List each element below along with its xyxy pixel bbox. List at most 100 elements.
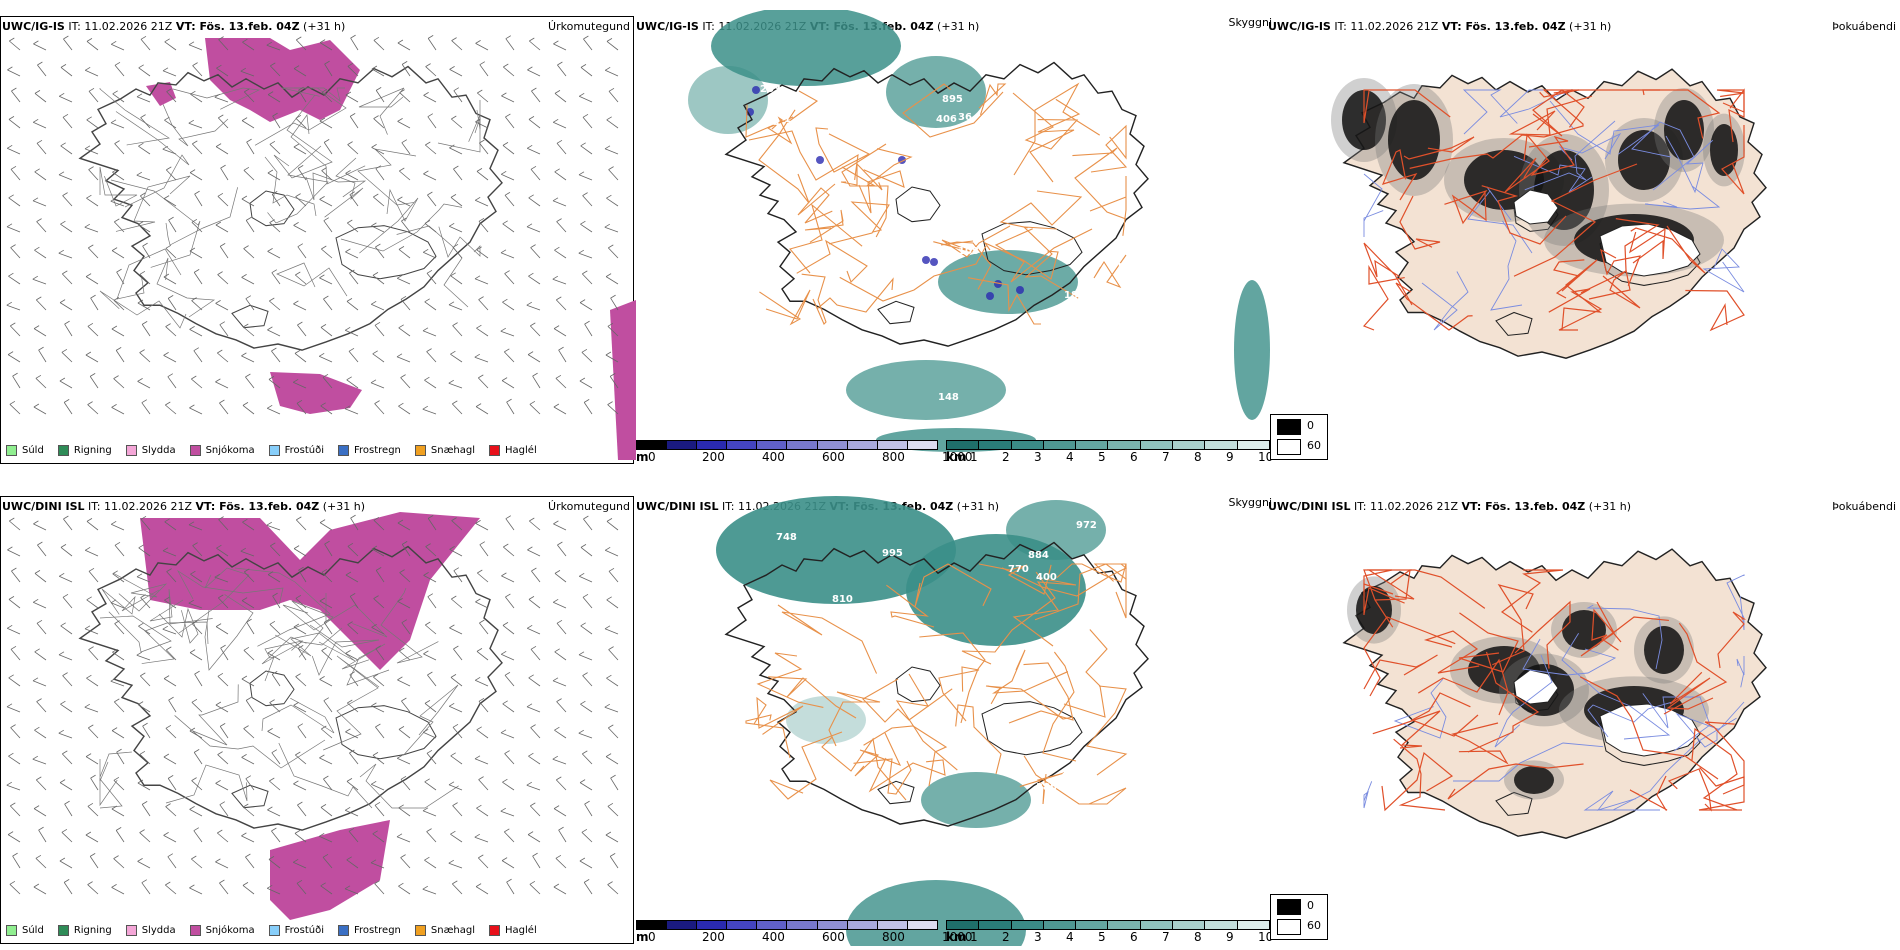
key-swatch-white — [1277, 919, 1301, 935]
legend-swatch — [268, 444, 280, 456]
legend-item: Súld — [6, 444, 44, 456]
visibility-panel-title: Skyggni — [1228, 16, 1272, 29]
legend-label: Slydda — [141, 924, 176, 936]
init-time: IT: 11.02.2026 21Z — [68, 20, 176, 33]
model-run-header: UWC/DINI ISL IT: 11.02.2026 21Z VT: Fös.… — [2, 500, 365, 514]
legend-label: Slydda — [141, 444, 176, 456]
legend-item: Frostúði — [268, 924, 324, 936]
legend-swatch — [489, 924, 501, 936]
colorbar-segment — [787, 441, 818, 449]
visibility-tick: 4 — [1066, 450, 1074, 464]
legend-swatch — [6, 444, 17, 456]
colorbar-segment — [979, 921, 1012, 929]
visibility-tick: 7 — [1162, 930, 1170, 944]
fog-indicator-panel: UWC/IG-IS IT: 11.02.2026 21Z VT: Fös. 13… — [1268, 10, 1900, 466]
ceiling-label: 995 — [882, 548, 903, 559]
ceiling-label: 748 — [776, 532, 797, 543]
ceiling-label: 36 — [958, 112, 972, 123]
legend-item: Rigning — [57, 444, 112, 456]
key-swatch-black — [1277, 419, 1301, 435]
legend-swatch — [57, 924, 69, 936]
ceiling-label: 209 — [1094, 284, 1115, 295]
precip-type-panel: UWC/DINI ISL IT: 11.02.2026 21Z VT: Fös.… — [0, 490, 636, 946]
colorbar-segment — [817, 441, 848, 449]
visibility-tick: 1 — [970, 450, 978, 464]
colorbar-segment — [787, 921, 818, 929]
legend-swatch — [414, 924, 426, 936]
colorbar-segment — [1205, 441, 1238, 449]
legend-item: Rigning — [57, 924, 112, 936]
key-swatch-black — [1277, 899, 1301, 915]
ceiling-label: 810 — [832, 594, 853, 605]
colorbar-segment — [757, 441, 788, 449]
legend-swatch — [268, 924, 280, 936]
legend-swatch — [489, 444, 501, 456]
lead-time: (+31 h) — [953, 500, 1000, 513]
legend-swatch — [338, 444, 349, 456]
ceiling-tick: 400 — [762, 930, 785, 944]
model-run-header: UWC/IG-IS IT: 11.02.2026 21Z VT: Fös. 13… — [2, 20, 345, 34]
precip-type-panel: UWC/IG-IS IT: 11.02.2026 21Z VT: Fös. 13… — [0, 10, 636, 466]
model-name: UWC/IG-IS — [636, 20, 699, 33]
visibility-tick: 8 — [1194, 450, 1202, 464]
lead-time: (+31 h) — [1565, 20, 1612, 33]
fog-indicator-panel: UWC/DINI ISL IT: 11.02.2026 21Z VT: Fös.… — [1268, 490, 1900, 946]
colorbar-segment — [947, 921, 980, 929]
ceiling-label: 972 — [1076, 520, 1097, 531]
colorbar-segment — [1011, 921, 1044, 929]
ceiling-label: 386 — [1036, 782, 1057, 793]
ceiling-label: 172 — [1116, 262, 1137, 273]
legend-label: Frostregn — [354, 444, 401, 456]
visibility-tick: 3 — [1034, 450, 1042, 464]
colorbar-segment — [637, 441, 668, 449]
colorbar-segment — [1043, 441, 1077, 449]
legend-item: Slydda — [125, 924, 176, 936]
lead-time: (+31 h) — [1585, 500, 1632, 513]
colorbar-segment — [947, 441, 980, 449]
legend-swatch — [189, 444, 201, 456]
legend-swatch — [189, 924, 201, 936]
ceiling-label: 186 — [1064, 290, 1085, 301]
legend-item: Frostregn — [338, 924, 401, 936]
model-name: UWC/DINI ISL — [2, 500, 85, 513]
ceiling-label: 895 — [942, 94, 963, 105]
colorbar-segment — [1205, 921, 1238, 929]
legend-item: Súld — [6, 924, 44, 936]
colorbar-segment — [667, 921, 698, 929]
key-label-bottom: 60 — [1307, 919, 1321, 932]
colorbar-segment — [1237, 441, 1269, 449]
colorbar-segment — [877, 441, 908, 449]
init-time: IT: 11.02.2026 21Z — [1334, 20, 1442, 33]
ceiling-label: 406 — [936, 114, 957, 125]
colorbar-segment — [1140, 441, 1174, 449]
visibility-tick: 2 — [1002, 450, 1010, 464]
colorbar-segment — [1076, 921, 1109, 929]
ceiling-label: 108 — [958, 246, 979, 257]
ceiling-tick: 0 — [648, 450, 656, 464]
colorbar-segment — [1011, 441, 1044, 449]
legend-label: Rigning — [73, 924, 112, 936]
visibility-tick: 5 — [1098, 930, 1106, 944]
legend-item: Haglél — [489, 444, 537, 456]
model-name: UWC/DINI ISL — [1268, 500, 1351, 513]
visibility-tick: 1 — [970, 930, 978, 944]
colorbar-segment — [1076, 441, 1109, 449]
legend-swatch — [6, 924, 17, 936]
precip-map — [6, 512, 619, 920]
lead-time: (+31 h) — [299, 20, 346, 33]
ceiling-label: 884 — [1028, 550, 1049, 561]
ceiling-tick: 800 — [882, 450, 905, 464]
legend-label: Haglél — [505, 444, 537, 456]
model-run-header: UWC/IG-IS IT: 11.02.2026 21Z VT: Fös. 13… — [1268, 20, 1611, 34]
legend-item: Snæhagl — [414, 444, 475, 456]
visibility-unit: km — [946, 930, 967, 944]
colorbar-segment — [697, 921, 728, 929]
colorbar-segment — [727, 921, 758, 929]
visibility-tick: 7 — [1162, 450, 1170, 464]
visibility-unit: km — [946, 450, 967, 464]
ceiling-tick: 400 — [762, 450, 785, 464]
legend-label: Snæhagl — [430, 924, 476, 936]
colorbar-segment — [1108, 921, 1141, 929]
visibility-colorbar — [946, 440, 1270, 450]
ceiling-label: 770 — [1008, 564, 1029, 575]
